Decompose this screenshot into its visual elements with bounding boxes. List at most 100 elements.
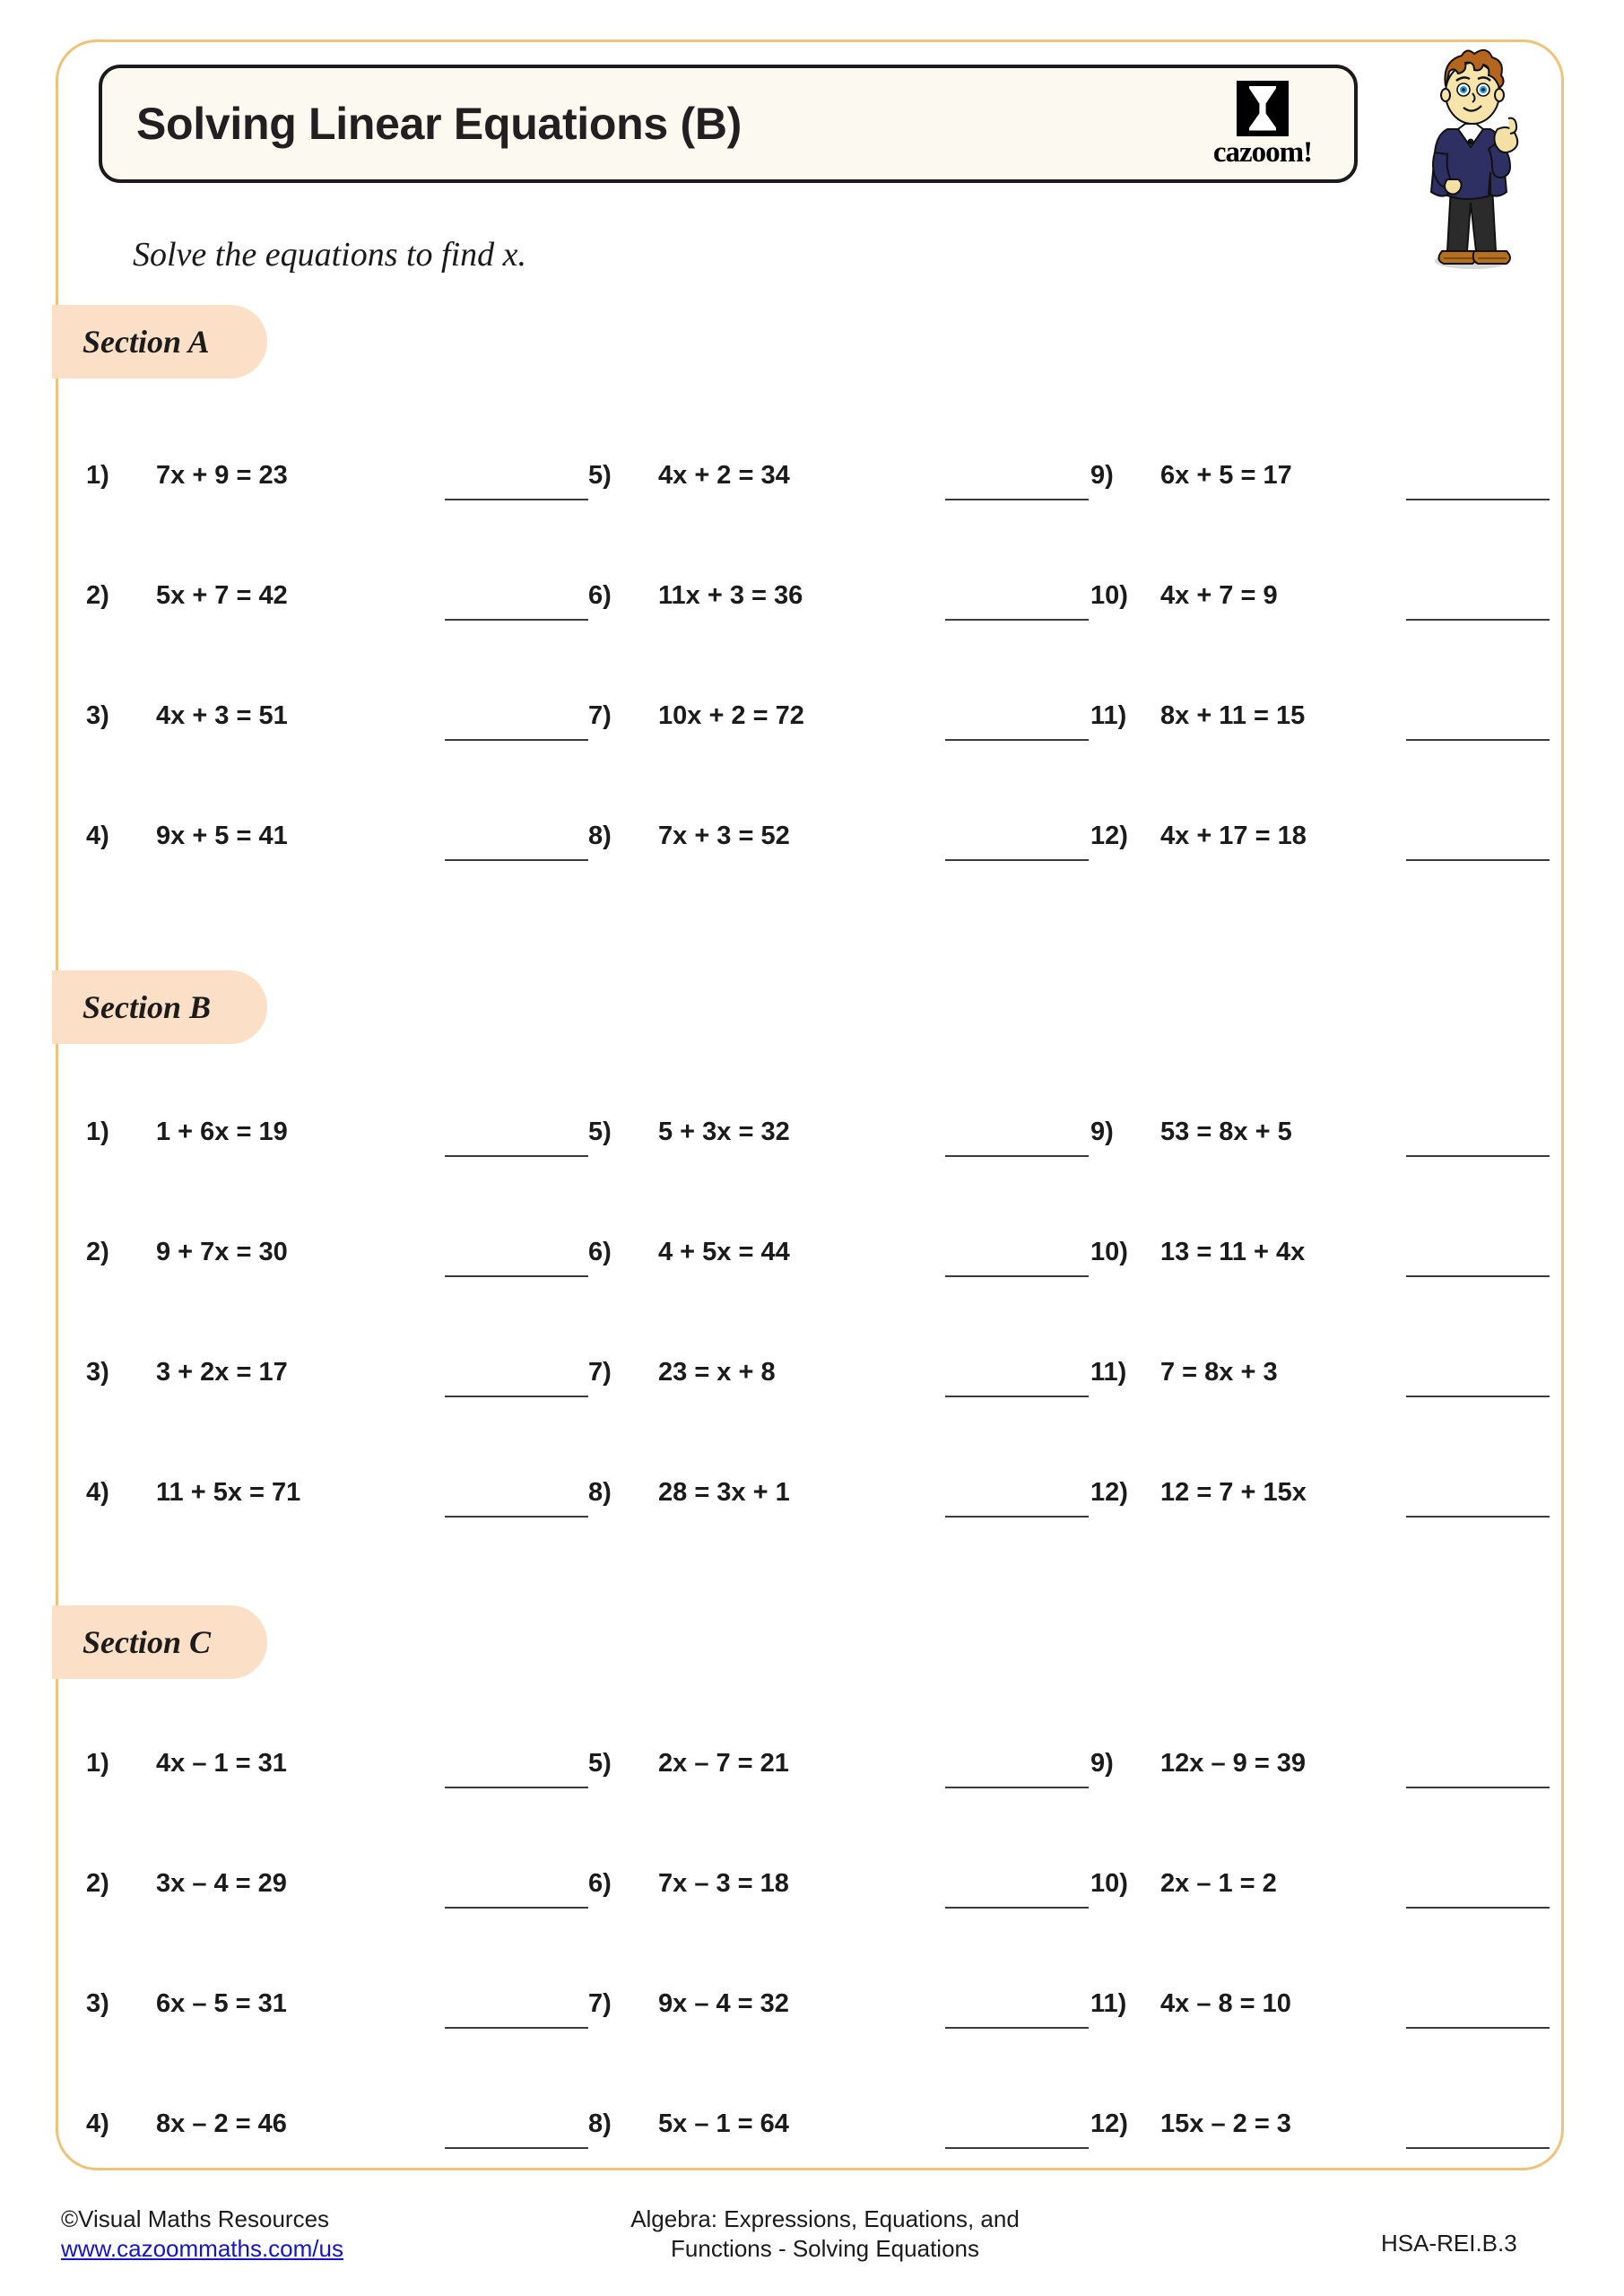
question-number: 12) (1090, 2109, 1128, 2138)
question-row: 3) 3 + 2x = 17 (86, 1352, 588, 1473)
answer-line[interactable] (445, 1787, 588, 1788)
question-number: 9) (1090, 1749, 1114, 1778)
question-row: 11) 4x – 8 = 10 (1090, 1984, 1557, 2104)
answer-line[interactable] (945, 499, 1089, 500)
equation-text: 9x – 4 = 32 (658, 1989, 789, 2018)
answer-line[interactable] (1406, 1275, 1550, 1277)
answer-line[interactable] (1406, 1787, 1550, 1788)
question-row: 11) 7 = 8x + 3 (1090, 1352, 1557, 1473)
question-row: 2) 5x + 7 = 42 (86, 576, 588, 696)
question-number: 11) (1090, 701, 1127, 730)
question-number: 12) (1090, 1478, 1128, 1507)
section-b-label: Section B (83, 989, 212, 1025)
answer-line[interactable] (945, 2027, 1089, 2029)
equation-text: 4x – 1 = 31 (156, 1749, 287, 1778)
equation-text: 6x – 5 = 31 (156, 1989, 287, 2018)
question-row: 10) 13 = 11 + 4x (1090, 1232, 1557, 1352)
answer-line[interactable] (445, 1516, 588, 1518)
section-a-questions: 1) 7x + 9 = 23 2) 5x + 7 = 42 3) 4x + 3 … (86, 456, 1557, 936)
section-b-column-1: 1) 1 + 6x = 19 2) 9 + 7x = 30 3) 3 + 2x … (86, 1112, 588, 1593)
answer-line[interactable] (445, 859, 588, 861)
section-a-column-3: 9) 6x + 5 = 17 10) 4x + 7 = 9 11) 8x + 1… (1090, 456, 1557, 936)
answer-line[interactable] (445, 739, 588, 741)
answer-line[interactable] (445, 1275, 588, 1277)
equation-text: 8x – 2 = 46 (156, 2109, 287, 2138)
question-number: 10) (1090, 1238, 1128, 1266)
equation-text: 7x + 3 = 52 (658, 822, 790, 850)
footer-left: ©Visual Maths Resources www.cazoommaths.… (61, 2205, 343, 2265)
section-a-column-1: 1) 7x + 9 = 23 2) 5x + 7 = 42 3) 4x + 3 … (86, 456, 588, 936)
section-c-questions: 1) 4x – 1 = 31 2) 3x – 4 = 29 3) 6x – 5 … (86, 1744, 1557, 2224)
answer-line[interactable] (445, 2147, 588, 2149)
equation-text: 12x – 9 = 39 (1160, 1749, 1307, 1778)
question-number: 8) (588, 1478, 612, 1507)
question-row: 5) 5 + 3x = 32 (588, 1112, 1090, 1232)
answer-line[interactable] (445, 1396, 588, 1397)
answer-line[interactable] (445, 1155, 588, 1157)
equation-text: 2x – 7 = 21 (658, 1749, 789, 1778)
answer-line[interactable] (1406, 1396, 1550, 1397)
question-row: 6) 4 + 5x = 44 (588, 1232, 1090, 1352)
answer-line[interactable] (1406, 2147, 1550, 2149)
equation-text: 4x – 8 = 10 (1160, 1989, 1291, 2018)
answer-line[interactable] (1406, 619, 1550, 621)
section-b-column-2: 5) 5 + 3x = 32 6) 4 + 5x = 44 7) 23 = x … (588, 1112, 1090, 1593)
answer-line[interactable] (945, 1787, 1089, 1788)
answer-line[interactable] (445, 499, 588, 500)
answer-line[interactable] (1406, 1155, 1550, 1157)
question-number: 5) (588, 1749, 612, 1778)
section-badge-c: Section C (52, 1605, 267, 1679)
question-number: 5) (588, 461, 612, 490)
footer-topic: Algebra: Expressions, Equations, and Fun… (574, 2205, 1076, 2265)
standard-code: HSA-REI.B.3 (1381, 2230, 1517, 2257)
question-row: 6) 7x – 3 = 18 (588, 1864, 1090, 1984)
answer-line[interactable] (945, 739, 1089, 741)
equation-text: 23 = x + 8 (658, 1358, 776, 1387)
question-number: 10) (1090, 1869, 1128, 1898)
question-row: 8) 7x + 3 = 52 (588, 816, 1090, 936)
answer-line[interactable] (945, 1155, 1089, 1157)
answer-line[interactable] (945, 1516, 1089, 1518)
question-row: 2) 9 + 7x = 30 (86, 1232, 588, 1352)
question-row: 9) 6x + 5 = 17 (1090, 456, 1557, 576)
section-c-column-2: 5) 2x – 7 = 21 6) 7x – 3 = 18 7) 9x – 4 … (588, 1744, 1090, 2224)
equation-text: 9x + 5 = 41 (156, 822, 288, 850)
page-footer: ©Visual Maths Resources www.cazoommaths.… (0, 2196, 1624, 2285)
logo-wordmark: cazoom! (1212, 135, 1313, 169)
answer-line[interactable] (945, 619, 1089, 621)
section-b-questions: 1) 1 + 6x = 19 2) 9 + 7x = 30 3) 3 + 2x … (86, 1112, 1557, 1593)
answer-line[interactable] (1406, 859, 1550, 861)
equation-text: 11 + 5x = 71 (156, 1478, 301, 1507)
website-link[interactable]: www.cazoommaths.com/us (61, 2235, 343, 2263)
answer-line[interactable] (945, 1907, 1089, 1909)
equation-text: 4x + 17 = 18 (1160, 822, 1307, 850)
answer-line[interactable] (1406, 499, 1550, 500)
equation-text: 7x + 9 = 23 (156, 461, 288, 490)
question-row: 12) 4x + 17 = 18 (1090, 816, 1557, 936)
question-number: 3) (86, 1358, 109, 1387)
answer-line[interactable] (945, 1275, 1089, 1277)
answer-line[interactable] (945, 1396, 1089, 1397)
answer-line[interactable] (1406, 2027, 1550, 2029)
hourglass-logo-mark (1237, 80, 1289, 136)
equation-text: 5x – 1 = 64 (658, 2109, 789, 2138)
section-c-label: Section C (83, 1624, 212, 1660)
question-row: 1) 7x + 9 = 23 (86, 456, 588, 576)
answer-line[interactable] (1406, 1516, 1550, 1518)
answer-line[interactable] (445, 2027, 588, 2029)
answer-line[interactable] (445, 619, 588, 621)
answer-line[interactable] (1406, 739, 1550, 741)
equation-text: 8x + 11 = 15 (1160, 701, 1306, 730)
question-row: 12) 12 = 7 + 15x (1090, 1473, 1557, 1593)
question-number: 2) (86, 581, 109, 610)
equation-text: 2x – 1 = 2 (1160, 1869, 1277, 1898)
answer-line[interactable] (445, 1907, 588, 1909)
section-b-column-3: 9) 53 = 8x + 5 10) 13 = 11 + 4x 11) 7 = … (1090, 1112, 1557, 1593)
question-row: 10) 2x – 1 = 2 (1090, 1864, 1557, 1984)
answer-line[interactable] (945, 2147, 1089, 2149)
answer-line[interactable] (1406, 1907, 1550, 1909)
question-row: 2) 3x – 4 = 29 (86, 1864, 588, 1984)
question-number: 8) (588, 2109, 612, 2138)
question-row: 1) 1 + 6x = 19 (86, 1112, 588, 1232)
answer-line[interactable] (945, 859, 1089, 861)
